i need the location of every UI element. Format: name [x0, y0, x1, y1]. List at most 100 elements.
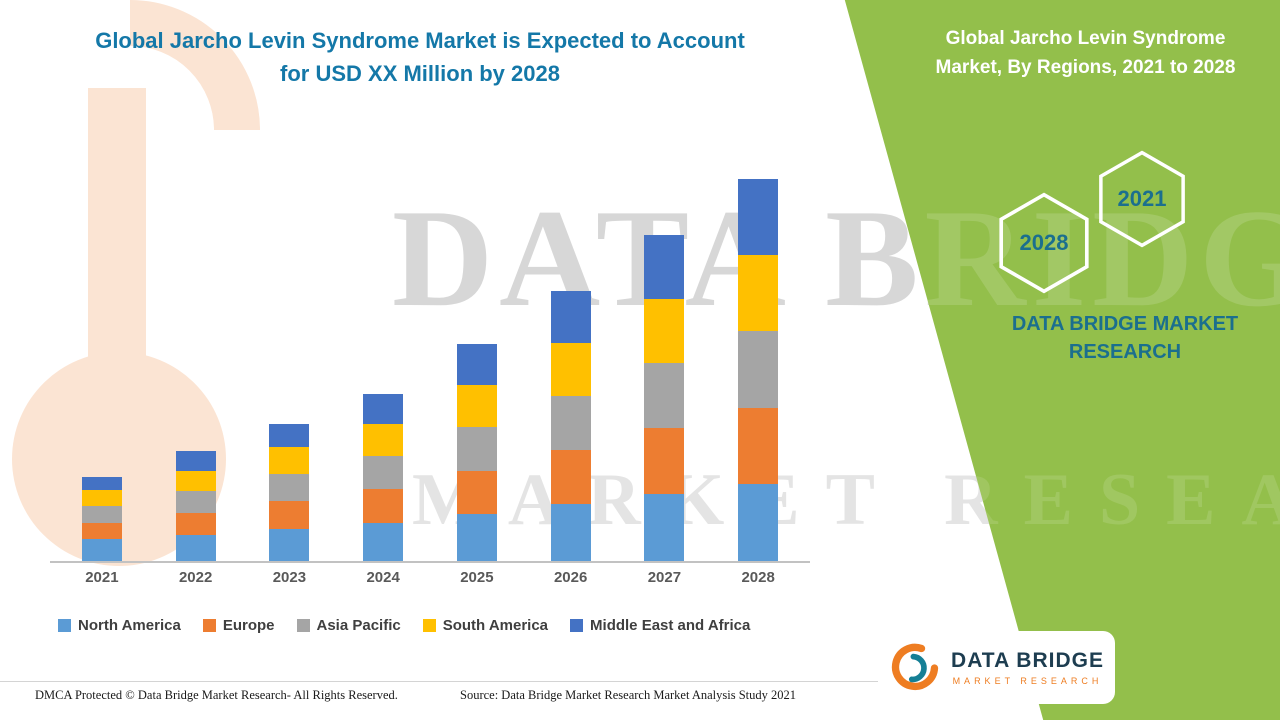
bar-2025 [430, 168, 524, 561]
panel-brand-line2: RESEARCH [1068, 341, 1182, 363]
x-label-2026: 2026 [553, 569, 588, 586]
bar-2026 [524, 168, 618, 561]
panel-brand-line1: DATA BRIDGE MARKET [1011, 313, 1239, 335]
bar-segment-europe [456, 470, 497, 514]
x-label-2023: 2023 [272, 569, 307, 586]
bar-segment-middle-east-and-africa [644, 234, 685, 299]
legend-label: Europe [222, 617, 275, 634]
legend-label: Asia Pacific [316, 617, 401, 634]
bar-2021 [55, 168, 149, 561]
footer-divider [0, 681, 880, 682]
bar-2022 [149, 168, 243, 561]
bar-2023 [243, 168, 337, 561]
bar-segment-north-america [644, 494, 685, 561]
dbmr-logo-name: DATA BRIDGE [951, 649, 1104, 672]
dbmr-logo-subtitle: MARKET RESEARCH [952, 676, 1103, 686]
bar-segment-south-america [363, 423, 404, 456]
bar-segment-middle-east-and-africa [456, 343, 497, 386]
legend-swatch-icon [570, 619, 584, 632]
legend-swatch-icon [58, 619, 71, 632]
x-label-2025: 2025 [460, 569, 494, 586]
bar-segment-europe [269, 501, 310, 529]
bar-segment-asia-pacific [456, 427, 497, 471]
bar-segment-south-america [550, 342, 591, 396]
hexagon-outline-icon [1099, 150, 1185, 248]
bar-2028 [711, 168, 805, 561]
bar-segment-south-america [644, 298, 685, 363]
bar-segment-north-america [550, 504, 591, 561]
bar-segment-europe [175, 512, 216, 535]
bar-2027 [618, 168, 712, 561]
legend-item-south-america: South America [422, 617, 549, 634]
bar-segment-europe [738, 407, 779, 485]
legend-item-north-america: North America [58, 617, 181, 634]
bar-segment-asia-pacific [738, 331, 779, 408]
bar-segment-south-america [175, 470, 216, 492]
x-label-2027: 2027 [647, 569, 682, 586]
panel-title-line2: Market, By Regions, 2021 to 2028 [935, 57, 1236, 78]
legend-label: Middle East and Africa [590, 617, 751, 634]
legend-label: South America [442, 617, 549, 634]
legend-item-europe: Europe [202, 617, 275, 634]
bar-segment-asia-pacific [81, 506, 122, 523]
x-label-2022: 2022 [178, 569, 213, 586]
panel-brand-text: DATA BRIDGE MARKET RESEARCH [990, 310, 1260, 366]
bar-segment-north-america [269, 528, 310, 561]
legend-label: North America [78, 617, 181, 634]
bar-segment-south-america [81, 490, 122, 507]
bar-segment-europe [81, 522, 122, 540]
bar-segment-asia-pacific [269, 473, 310, 502]
bar-2024 [336, 168, 430, 561]
bar-segment-middle-east-and-africa [269, 423, 310, 448]
x-label-2024: 2024 [366, 569, 400, 586]
legend-item-asia-pacific: Asia Pacific [296, 617, 401, 634]
chart-title: Global Jarcho Levin Syndrome Market is E… [70, 24, 770, 90]
bar-segment-north-america [738, 484, 779, 561]
x-axis-labels: 2021 2022 2023 2024 2025 2026 2027 2028 [55, 569, 805, 586]
hexagon-outline-icon [999, 192, 1089, 294]
panel-title: Global Jarcho Levin Syndrome Market, By … [898, 24, 1273, 82]
hexagon-2021: 2021 [1098, 150, 1186, 248]
dbmr-logo-icon [891, 643, 939, 690]
bars-plot-area [55, 168, 805, 561]
bar-segment-north-america [175, 534, 216, 561]
bar-segment-asia-pacific [644, 362, 685, 429]
bar-segment-south-america [738, 254, 779, 332]
bar-segment-north-america [363, 522, 404, 561]
dbmr-logo-card: DATA BRIDGE MARKET RESEARCH [878, 631, 1115, 704]
chart-title-line1: Global Jarcho Levin Syndrome Market is E… [95, 28, 745, 53]
legend-item-middle-east-and-africa: Middle East and Africa [570, 617, 750, 634]
bar-segment-asia-pacific [550, 396, 591, 450]
bar-segment-middle-east-and-africa [175, 451, 216, 471]
bar-segment-middle-east-and-africa [738, 178, 779, 255]
x-label-2021: 2021 [85, 569, 119, 586]
legend-swatch-icon [202, 619, 216, 632]
bar-segment-middle-east-and-africa [363, 394, 404, 424]
footer-dmca-text: DMCA Protected © Data Bridge Market Rese… [35, 688, 398, 702]
bar-segment-middle-east-and-africa [81, 476, 122, 491]
bar-segment-asia-pacific [363, 455, 404, 490]
footer-source-text: Source: Data Bridge Market Research Mark… [460, 688, 797, 702]
hexagon-2028: 2028 [998, 192, 1090, 294]
bar-segment-europe [644, 428, 685, 495]
bar-segment-europe [363, 489, 404, 523]
legend-swatch-icon [296, 619, 310, 632]
stacked-bar-chart [55, 168, 805, 561]
hexagon-2021-label: 2021 [1117, 186, 1167, 211]
bar-segment-asia-pacific [175, 491, 216, 513]
bar-segment-north-america [456, 513, 497, 561]
bar-segment-south-america [269, 447, 310, 474]
bar-segment-north-america [81, 539, 122, 561]
x-axis-line [50, 561, 810, 563]
legend-swatch-icon [422, 619, 436, 632]
bar-segment-europe [550, 450, 591, 504]
x-label-2028: 2028 [741, 569, 775, 586]
bar-segment-south-america [456, 385, 497, 428]
chart-title-line2: for USD XX Million by 2028 [280, 61, 560, 86]
bar-segment-middle-east-and-africa [550, 290, 591, 343]
chart-legend: North America Europe Asia Pacific South Ame… [58, 617, 750, 634]
hexagon-2028-label: 2028 [1019, 230, 1069, 255]
panel-title-line1: Global Jarcho Levin Syndrome [945, 28, 1226, 49]
dbmr-logo-text: DATA BRIDGE MARKET RESEARCH [951, 649, 1104, 686]
